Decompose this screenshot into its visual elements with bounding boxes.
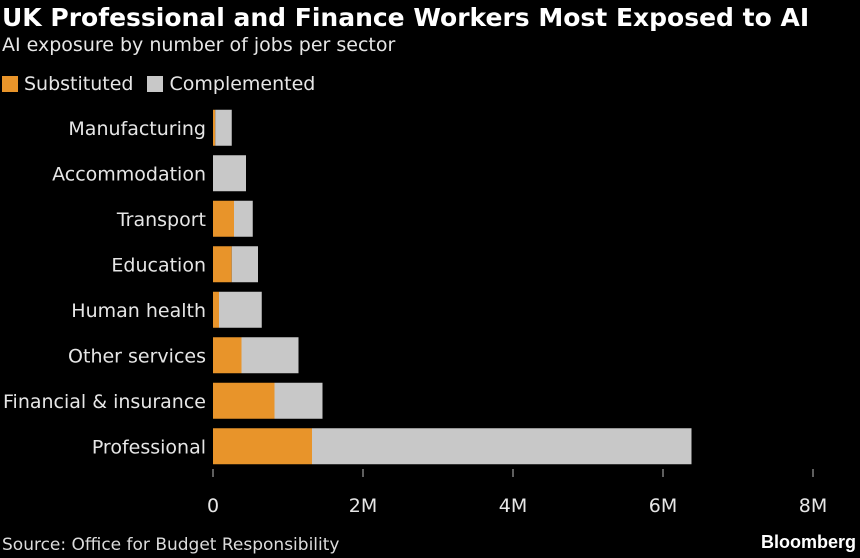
bar-complemented-human-health <box>219 291 262 328</box>
x-tick-label: 6M <box>649 495 677 517</box>
x-tick-label: 0 <box>207 495 219 517</box>
category-label: Manufacturing <box>68 118 206 140</box>
bar-complemented-transport <box>234 200 253 237</box>
bar-substituted-education <box>213 246 232 283</box>
legend-swatch-substituted <box>2 76 18 92</box>
bar-substituted-manufacturing <box>213 109 216 146</box>
legend-swatch-complemented <box>147 76 164 92</box>
category-label: Financial & insurance <box>3 391 206 413</box>
bar-complemented-professional <box>312 428 692 465</box>
legend-label-complemented: Complemented <box>169 73 316 95</box>
bar-substituted-other-services <box>213 337 242 374</box>
x-tick-label: 2M <box>349 495 377 517</box>
bar-substituted-professional <box>213 428 312 465</box>
legend-item-complemented: Complemented <box>147 73 315 95</box>
chart-subtitle: AI exposure by number of jobs per sector <box>2 34 396 56</box>
bar-substituted-transport <box>213 200 234 237</box>
bar-complemented-other-services <box>241 337 299 374</box>
bar-complemented-education <box>231 246 258 283</box>
bloomberg-logo: Bloomberg <box>760 532 856 552</box>
bar-substituted-financial-insurance <box>213 382 275 419</box>
category-label: Transport <box>116 209 206 231</box>
source-note: Source: Office for Budget Responsibility <box>2 535 340 555</box>
category-label: Other services <box>68 345 206 367</box>
legend-label-substituted: Substituted <box>24 73 134 95</box>
bar-substituted-human-health <box>213 291 219 328</box>
x-tick-label: 4M <box>499 495 527 517</box>
category-label: Human health <box>71 300 206 322</box>
category-label: Accommodation <box>52 163 206 185</box>
bar-complemented-accommodation <box>213 155 246 192</box>
x-tick-label: 8M <box>799 495 827 517</box>
category-label: Education <box>111 254 206 276</box>
bar-complemented-financial-insurance <box>274 382 323 419</box>
category-label: Professional <box>92 436 206 458</box>
legend-item-substituted: Substituted <box>2 73 133 95</box>
bar-complemented-manufacturing <box>215 109 232 146</box>
legend: Substituted Complemented <box>2 73 329 95</box>
chart-title: UK Professional and Finance Workers Most… <box>2 3 810 32</box>
